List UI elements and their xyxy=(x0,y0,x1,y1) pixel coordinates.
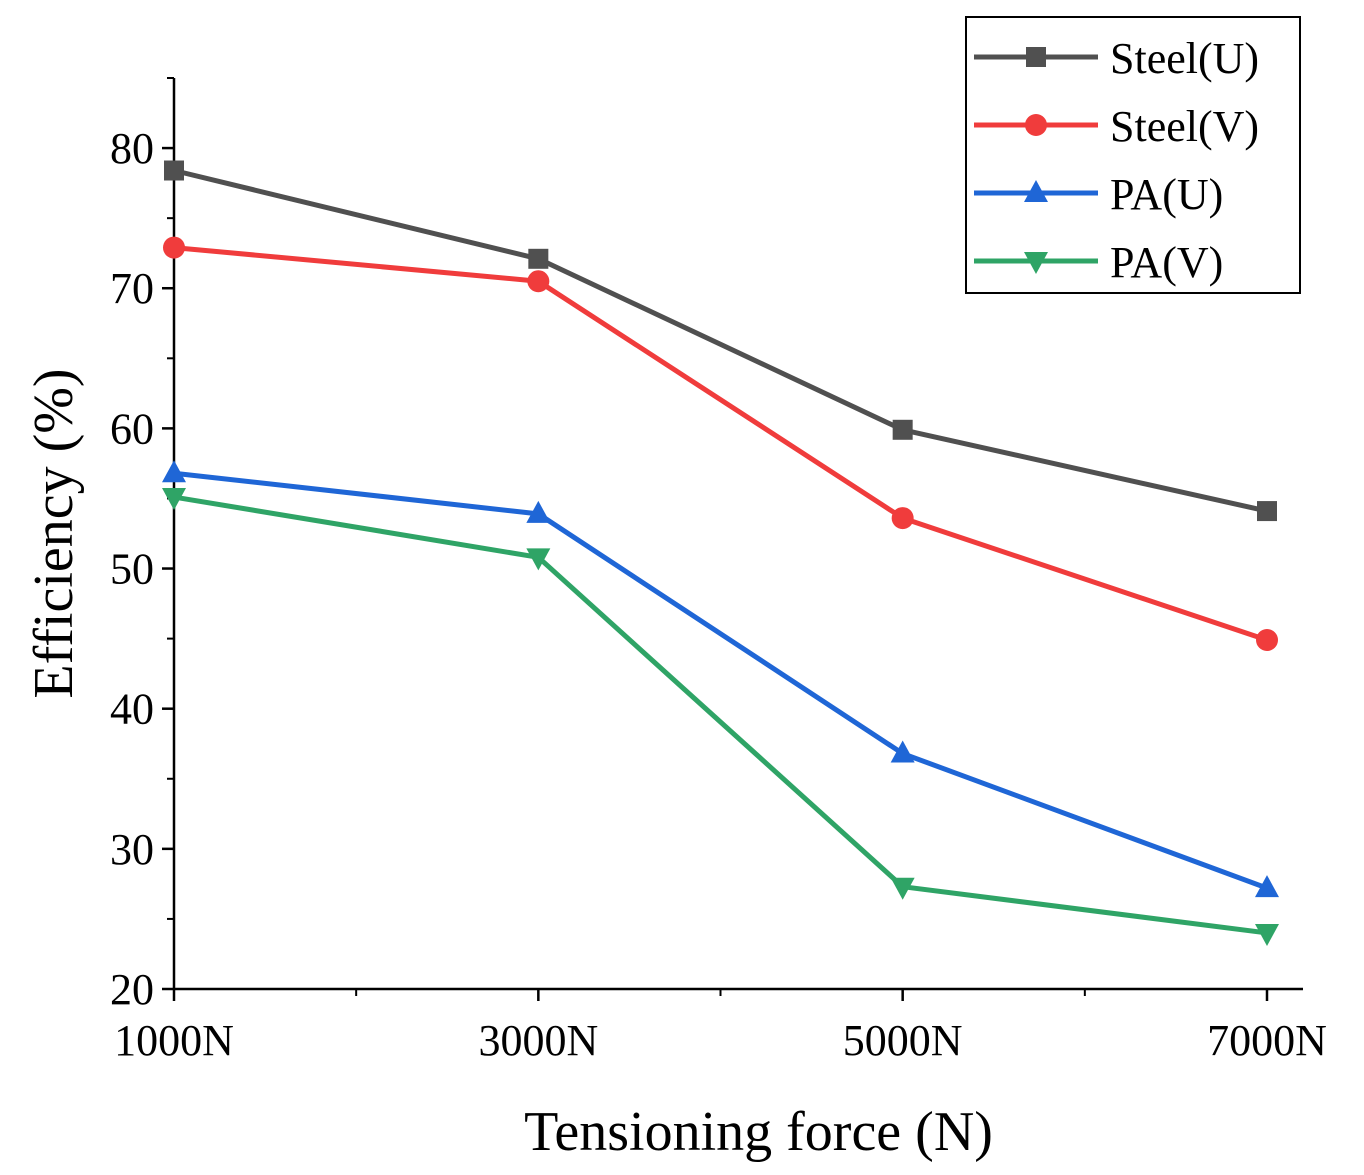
series-steel-u xyxy=(164,160,1277,522)
data-point xyxy=(527,270,550,293)
data-point xyxy=(162,488,186,511)
data-point xyxy=(526,500,551,523)
legend-item: PA(V) xyxy=(974,238,1223,287)
x-tick-label: 3000N xyxy=(478,1016,598,1065)
y-tick-label: 60 xyxy=(110,404,154,453)
data-point xyxy=(890,740,915,763)
legend-marker xyxy=(1024,180,1048,202)
series-line xyxy=(173,168,1268,514)
series-steel-v xyxy=(163,236,1278,652)
y-tick-label: 20 xyxy=(110,965,154,1014)
axes: 20 30 40 50 60 70 80 1000N 3000N 5000N 7000N xyxy=(110,77,1327,1065)
legend-item: Steel(V) xyxy=(974,102,1259,151)
legend-label: Steel(U) xyxy=(1110,34,1259,83)
legend-marker xyxy=(1026,47,1046,67)
legend: Steel(U) Steel(V) PA(U) PA(V) xyxy=(965,16,1301,294)
data-point xyxy=(1256,629,1278,652)
legend-label: Steel(V) xyxy=(1110,102,1259,151)
y-tick-label: 80 xyxy=(110,124,154,173)
y-axis-title: Efficiency (%) xyxy=(23,368,85,698)
y-tick-label: 30 xyxy=(110,825,154,874)
data-point xyxy=(163,236,185,259)
legend-label: PA(V) xyxy=(1110,238,1223,287)
legend-label: PA(U) xyxy=(1110,170,1223,219)
legend-marker xyxy=(1025,114,1047,136)
legend-item: PA(U) xyxy=(974,170,1223,219)
series-pa-u xyxy=(162,460,1279,898)
data-point xyxy=(890,877,915,900)
data-point xyxy=(164,160,184,181)
series-line xyxy=(173,470,1268,891)
data-point xyxy=(162,460,186,483)
x-tick-label: 1000N xyxy=(114,1016,234,1065)
data-point xyxy=(891,507,914,530)
data-point xyxy=(526,548,551,571)
series-line xyxy=(173,494,1268,936)
data-point xyxy=(1255,875,1279,898)
y-tick-label: 50 xyxy=(110,545,154,594)
legend-marker xyxy=(1024,252,1048,274)
legend-item: Steel(U) xyxy=(974,34,1259,83)
y-tick-label: 70 xyxy=(110,264,154,313)
x-axis-title: Tensioning force (N) xyxy=(524,1101,993,1163)
legend-box xyxy=(965,16,1301,294)
data-point xyxy=(528,248,549,269)
x-tick-label: 5000N xyxy=(843,1016,963,1065)
series-line xyxy=(173,245,1268,643)
series-layer xyxy=(162,160,1279,946)
data-point xyxy=(1255,923,1279,946)
y-tick-label: 40 xyxy=(110,685,154,734)
series-pa-v xyxy=(162,488,1279,946)
x-tick-label: 7000N xyxy=(1207,1016,1327,1065)
data-point xyxy=(1257,501,1277,522)
data-point xyxy=(892,419,913,440)
